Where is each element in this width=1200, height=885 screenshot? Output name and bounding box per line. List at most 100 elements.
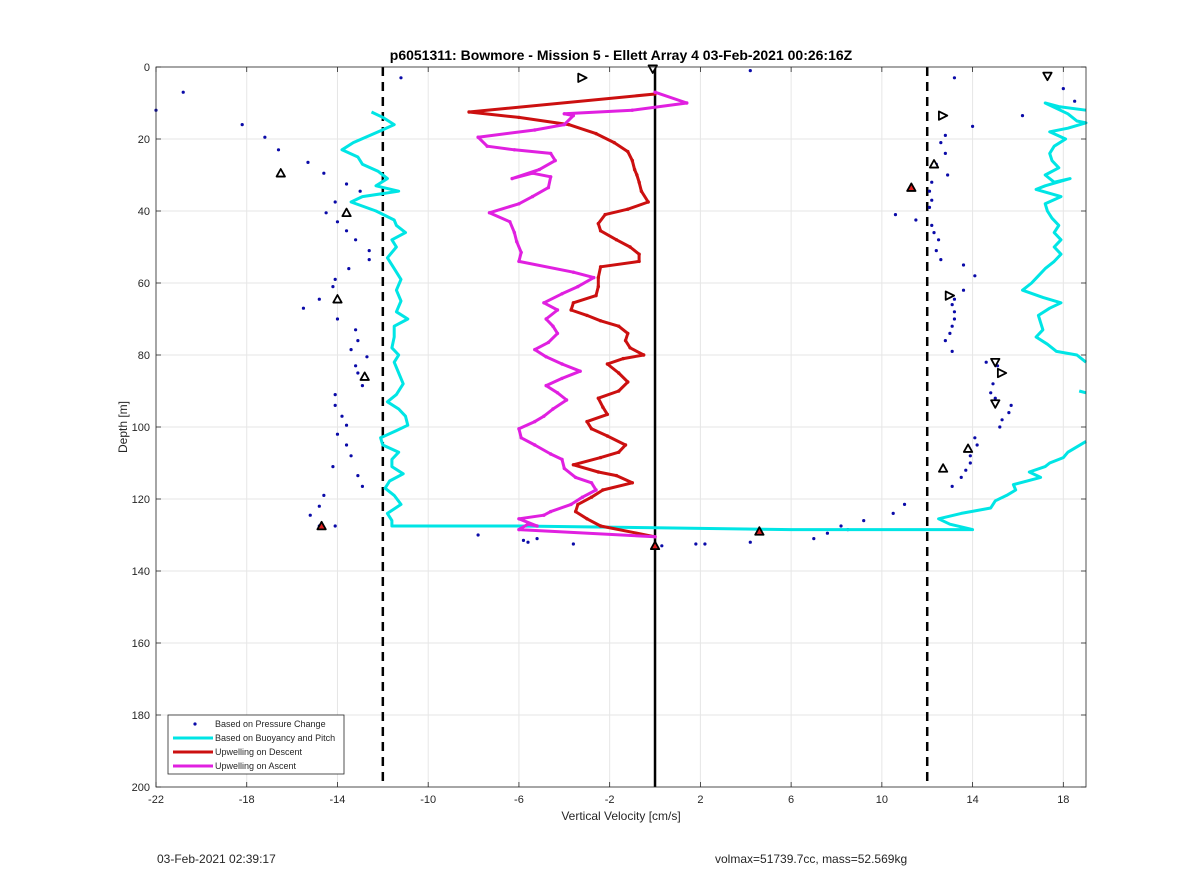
series-vertex [614, 238, 619, 242]
pressure-change-point [660, 544, 664, 548]
pressure-change-point [535, 537, 539, 541]
series-vertex [551, 324, 555, 328]
series-vertex [635, 173, 639, 177]
pressure-change-point [950, 349, 954, 353]
pressure-change-point [959, 475, 963, 479]
series-line [1021, 101, 1088, 364]
series-vertex [571, 301, 576, 305]
series-vertex [560, 457, 564, 462]
pressure-change-point [893, 213, 898, 217]
triangle-marker [962, 443, 974, 453]
pressure-change-point [331, 285, 335, 289]
y-tick-label: 40 [138, 206, 150, 218]
pressure-change-point [1020, 114, 1025, 118]
pressure-change-point [354, 238, 358, 242]
series-vertex [637, 180, 641, 184]
series-vertex [533, 347, 537, 352]
series-vertex [512, 148, 517, 152]
series-7 [316, 182, 917, 551]
pressure-change-point [301, 306, 306, 310]
series-vertex [632, 167, 637, 172]
series-vertex [685, 101, 689, 105]
series-vertex [564, 398, 569, 402]
pressure-change-point [927, 205, 932, 209]
series-vertex [571, 463, 576, 467]
pressure-change-point [322, 493, 326, 497]
y-tick-label: 20 [138, 134, 150, 146]
series-vertex [637, 252, 641, 256]
series-vertex [617, 371, 621, 375]
pressure-change-point [989, 391, 993, 395]
series-vertex [596, 221, 601, 226]
pressure-change-point [825, 531, 830, 535]
pressure-change-point [354, 364, 358, 368]
series-4 [275, 159, 974, 473]
pressure-change-point [998, 425, 1002, 429]
series-vertex [514, 239, 519, 244]
series-line [476, 90, 689, 539]
series-vertex [628, 346, 632, 350]
series-vertex [585, 517, 589, 521]
triangle-marker [937, 463, 949, 473]
series-vertex [555, 331, 560, 336]
series-vertex [555, 308, 560, 312]
pressure-change-point [317, 297, 321, 301]
pressure-change-point [476, 533, 480, 537]
series-vertex [542, 414, 546, 418]
series-vertex [598, 455, 603, 460]
series-line [340, 110, 1087, 532]
x-tick-label: 18 [1057, 794, 1069, 806]
pressure-change-point [360, 484, 365, 488]
pressure-change-point [1009, 403, 1013, 407]
pressure-change-point [571, 542, 575, 546]
footer-info: volmax=51739.7cc, mass=52.569kg [715, 852, 908, 866]
series-vertex [623, 338, 628, 343]
series-vertex [596, 396, 601, 400]
series-vertex [617, 389, 621, 393]
pressure-change-point [356, 474, 360, 478]
pressure-change-point [344, 229, 349, 233]
x-tick-label: -2 [605, 794, 615, 806]
series-vertex [605, 412, 610, 417]
series-vertex [623, 443, 628, 447]
series-vertex [487, 211, 492, 215]
series-vertex [594, 488, 598, 492]
pressure-change-point [344, 443, 349, 447]
chart-title: p6051311: Bowmore - Mission 5 - Ellett A… [390, 47, 853, 63]
pressure-change-point [973, 436, 977, 440]
triangle-marker [332, 294, 343, 304]
tick-labels: -22 -18 -14 -10 -6 -2 2 6 10 14 180204060801001201… [132, 62, 1086, 806]
series-vertex [555, 391, 560, 395]
series-vertex [533, 443, 537, 447]
legend-label: Upwelling on Ascent [215, 761, 297, 771]
series-2 [467, 92, 657, 539]
pressure-change-point [950, 324, 954, 328]
triangle-marker [906, 182, 917, 192]
pressure-change-point [344, 182, 349, 186]
pressure-change-point [317, 504, 321, 508]
pressure-change-point [984, 360, 988, 364]
triangle-marker [649, 540, 661, 551]
series-vertex [617, 450, 621, 454]
pressure-change-point [399, 76, 403, 80]
pressure-change-point [939, 258, 943, 262]
pressure-change-point [952, 317, 957, 321]
pressure-change-point [1000, 418, 1004, 422]
series-vertex [526, 522, 530, 526]
series-vertex [573, 509, 578, 514]
series-vertex [626, 380, 630, 384]
series-vertex [598, 265, 603, 269]
pressure-change-point [975, 443, 979, 447]
pressure-change-point [367, 249, 371, 253]
y-tick-label: 60 [138, 278, 150, 290]
series-vertex [603, 212, 607, 217]
pressure-change-point [344, 423, 349, 427]
legend-box [167, 714, 345, 775]
pressure-change-point [333, 277, 337, 281]
series-vertex [589, 495, 594, 499]
series-vertex [560, 376, 564, 381]
triangle-marker [359, 371, 370, 381]
triangle-marker [754, 526, 765, 536]
series-vertex [562, 466, 566, 471]
pressure-change-point [367, 258, 371, 262]
